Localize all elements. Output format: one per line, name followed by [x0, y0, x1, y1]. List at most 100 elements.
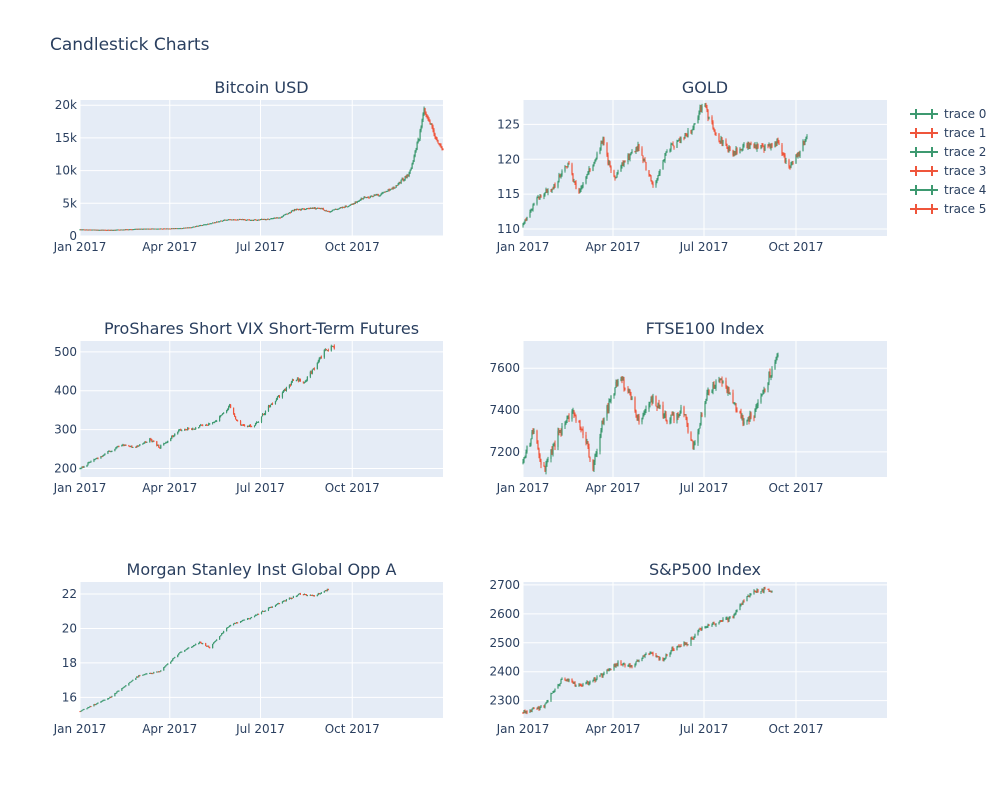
candle	[713, 381, 715, 389]
candle	[734, 612, 736, 616]
candle	[123, 229, 125, 231]
candle	[139, 228, 141, 230]
candle	[627, 153, 629, 165]
x-tick-label: Jan 2017	[53, 481, 107, 495]
candle	[223, 412, 225, 415]
candle	[139, 674, 141, 677]
candle	[722, 380, 724, 384]
candle	[200, 423, 202, 426]
candle	[171, 435, 173, 440]
y-tick-label: 22	[62, 587, 77, 601]
candle	[747, 417, 749, 422]
candle	[144, 228, 146, 230]
candle	[732, 615, 734, 619]
candle	[173, 228, 175, 230]
candle	[729, 392, 731, 396]
candle	[345, 205, 347, 208]
candle	[796, 152, 798, 158]
candle	[530, 438, 532, 447]
candle	[173, 657, 175, 660]
candle	[260, 611, 263, 615]
candle	[564, 421, 566, 430]
candle	[102, 699, 104, 702]
candle	[789, 165, 791, 170]
candle	[596, 151, 598, 160]
panel-3: 7200 7400 7600 Jan 2017 Apr 2017 Jul 2017 Oct …	[489, 319, 887, 495]
candle	[566, 415, 568, 424]
candle	[205, 424, 207, 426]
legend-item[interactable]: trace 3	[910, 164, 986, 178]
legend-item[interactable]: trace 4	[910, 183, 986, 197]
candle	[96, 457, 98, 459]
candle	[754, 141, 756, 149]
candle	[526, 445, 528, 454]
candle	[593, 459, 595, 472]
candle	[662, 159, 664, 170]
candle	[208, 645, 210, 648]
candle	[700, 627, 702, 631]
candle	[246, 425, 249, 428]
candle	[229, 403, 232, 409]
y-tick-label: 500	[54, 345, 77, 359]
candle	[770, 143, 772, 151]
candle	[196, 225, 198, 227]
legend-item[interactable]: trace 5	[910, 202, 986, 216]
candle	[561, 423, 563, 436]
candle	[309, 370, 311, 379]
candle	[768, 142, 770, 147]
candle	[324, 210, 326, 212]
legend-item[interactable]: trace 0	[910, 107, 986, 121]
candle	[711, 115, 713, 125]
candle	[159, 671, 161, 673]
candle	[83, 229, 85, 231]
candle	[354, 201, 356, 204]
candle	[261, 218, 264, 221]
candle	[628, 388, 630, 394]
candle	[586, 680, 588, 684]
candle	[684, 133, 686, 139]
candle	[187, 647, 189, 650]
candle	[101, 455, 103, 458]
candle	[226, 219, 229, 221]
candle	[669, 148, 671, 153]
candle	[113, 229, 115, 231]
candle	[325, 209, 327, 212]
candle	[547, 456, 549, 463]
candle	[644, 653, 646, 659]
candle	[296, 377, 299, 381]
candle	[425, 111, 427, 118]
candle	[227, 219, 230, 221]
candle	[651, 652, 653, 655]
candle	[700, 104, 702, 112]
candle	[530, 709, 532, 713]
candle	[572, 407, 574, 414]
candle	[243, 424, 246, 427]
candle	[170, 228, 172, 230]
candle	[718, 621, 720, 625]
y-tick-label: 200	[54, 461, 77, 475]
candle	[109, 229, 111, 231]
legend-item[interactable]: trace 1	[910, 126, 986, 140]
candle	[613, 169, 615, 178]
candle	[212, 222, 214, 224]
candle	[178, 228, 180, 230]
legend-item[interactable]: trace 2	[910, 145, 986, 159]
candle	[153, 440, 155, 442]
candle	[108, 697, 110, 699]
candle	[107, 697, 109, 700]
candle	[333, 209, 335, 211]
candle	[229, 219, 232, 221]
candle	[725, 616, 727, 620]
candle	[131, 680, 133, 683]
candle	[768, 371, 770, 386]
candle	[679, 645, 681, 648]
candle	[586, 438, 588, 445]
candle	[107, 229, 109, 231]
candle	[156, 671, 158, 673]
candle	[559, 683, 561, 687]
candle	[297, 377, 299, 383]
candle	[676, 139, 678, 149]
candle	[540, 194, 542, 198]
candle	[701, 412, 703, 418]
candle	[693, 441, 695, 451]
